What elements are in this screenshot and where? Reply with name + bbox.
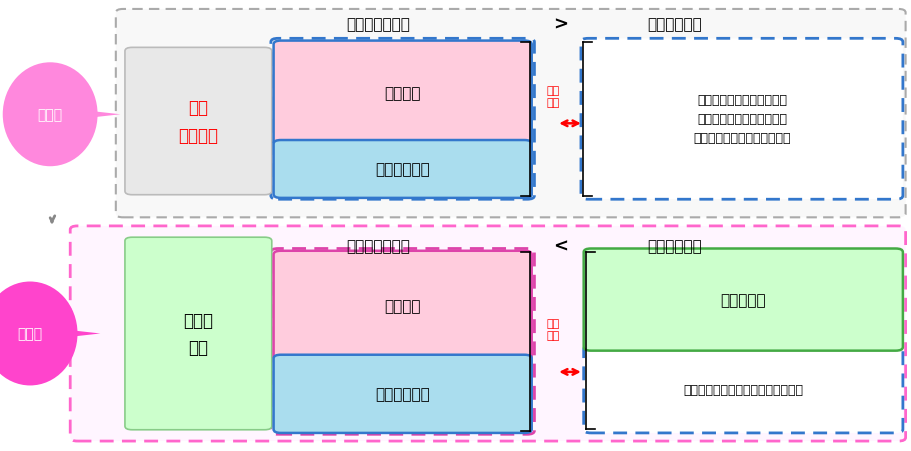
FancyBboxPatch shape xyxy=(580,39,902,200)
FancyBboxPatch shape xyxy=(125,48,271,195)
Text: 子の加算部分: 子の加算部分 xyxy=(374,387,430,401)
Text: <: < xyxy=(553,237,568,255)
Text: 比較
調整: 比較 調整 xyxy=(546,86,558,108)
Polygon shape xyxy=(74,110,120,120)
Text: 支給停止: 支給停止 xyxy=(179,126,218,144)
Text: 障害基礎年金等: 障害基礎年金等 xyxy=(346,238,410,253)
Text: 子の加算部分: 子の加算部分 xyxy=(374,162,430,177)
Text: 児童扶養手当: 児童扶養手当 xyxy=(647,238,701,253)
Polygon shape xyxy=(54,328,100,339)
Text: 改正後: 改正後 xyxy=(17,327,43,341)
FancyBboxPatch shape xyxy=(70,226,905,441)
Ellipse shape xyxy=(3,63,97,167)
FancyBboxPatch shape xyxy=(273,251,531,360)
Text: 差額を: 差額を xyxy=(183,311,213,329)
Text: 障害基礎年金等の全体額が
児童扶養手当の額を上回る
ため、手当全額が支給停止。: 障害基礎年金等の全体額が 児童扶養手当の額を上回る ため、手当全額が支給停止。 xyxy=(692,94,790,145)
Text: 差額を支給: 差額を支給 xyxy=(720,292,765,308)
FancyBboxPatch shape xyxy=(583,346,902,433)
Text: 支給: 支給 xyxy=(189,338,208,356)
Text: >: > xyxy=(553,16,568,34)
FancyBboxPatch shape xyxy=(273,41,531,146)
Text: 本体部分: 本体部分 xyxy=(384,86,421,101)
FancyBboxPatch shape xyxy=(273,355,531,433)
Text: 改正前: 改正前 xyxy=(37,108,63,122)
FancyBboxPatch shape xyxy=(273,141,531,198)
Text: 本体部分: 本体部分 xyxy=(384,298,421,313)
FancyBboxPatch shape xyxy=(583,249,902,351)
FancyBboxPatch shape xyxy=(125,238,271,430)
Text: 児童扶養手当: 児童扶養手当 xyxy=(647,17,701,32)
Text: 全額: 全額 xyxy=(189,99,208,117)
Text: 比較
調整: 比較 調整 xyxy=(546,318,558,340)
FancyBboxPatch shape xyxy=(116,10,905,218)
Text: 障害基礎年金等: 障害基礎年金等 xyxy=(346,17,410,32)
Ellipse shape xyxy=(0,282,77,386)
Text: 子の加算部分と同額分は支給停止。: 子の加算部分と同額分は支給停止。 xyxy=(682,383,803,396)
